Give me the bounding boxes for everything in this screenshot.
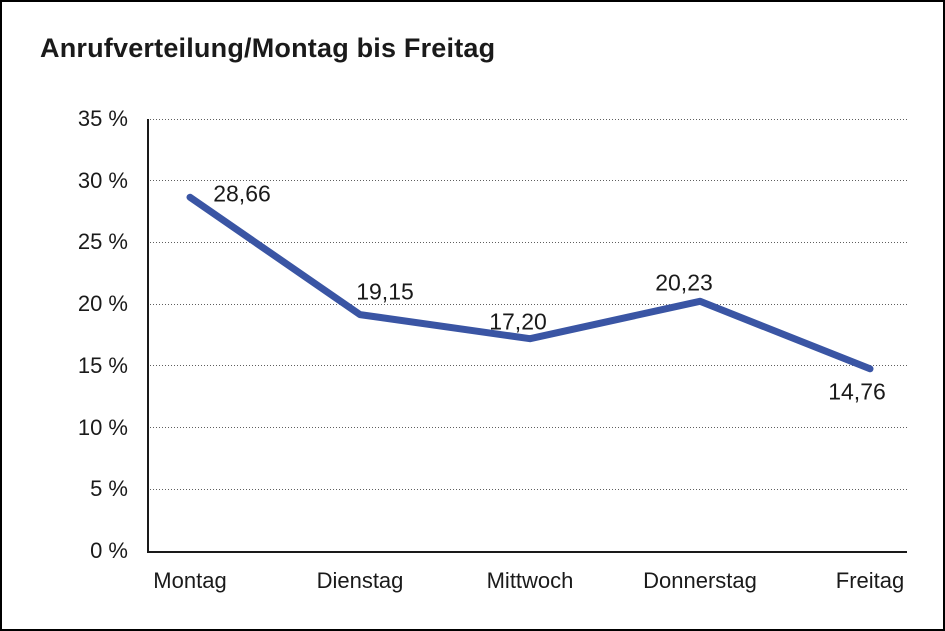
y-axis-tick-label: 20 % [77, 291, 128, 317]
x-axis-line [147, 551, 907, 553]
data-label: 19,15 [356, 278, 414, 305]
x-axis-tick-label: Donnerstag [643, 568, 757, 593]
data-label: 20,23 [655, 269, 713, 296]
horizontal-gridline [147, 241, 907, 243]
x-axis-tick-label: Mittwoch [486, 568, 574, 593]
series-line [186, 193, 874, 373]
y-axis-tick-label: 0 % [90, 538, 128, 563]
data-label: 28,66 [213, 180, 271, 207]
horizontal-gridline [147, 303, 907, 305]
data-label: 14,76 [828, 378, 886, 405]
horizontal-gridline [147, 365, 907, 367]
y-axis-tick-label: 30 % [77, 167, 128, 193]
chart-title: Anrufverteilung/Montag bis Freitag [40, 33, 496, 63]
horizontal-gridline [147, 427, 907, 429]
x-axis-tick-label: Dienstag [316, 568, 404, 593]
y-axis-tick-label: 10 % [77, 414, 128, 440]
data-label: 17,20 [489, 308, 547, 335]
y-axis-tick-label: 35 % [77, 106, 128, 131]
y-axis-line [147, 119, 149, 553]
horizontal-gridline [147, 488, 907, 490]
y-axis-tick-label: 25 % [77, 229, 128, 255]
y-axis-tick-label: 15 % [77, 352, 128, 378]
horizontal-gridline [147, 180, 907, 182]
y-axis-tick-label: 5 % [90, 476, 128, 502]
x-axis-tick-label: Freitag [835, 568, 905, 593]
x-axis-tick-label: Montag [153, 568, 227, 593]
horizontal-gridline [147, 118, 907, 120]
